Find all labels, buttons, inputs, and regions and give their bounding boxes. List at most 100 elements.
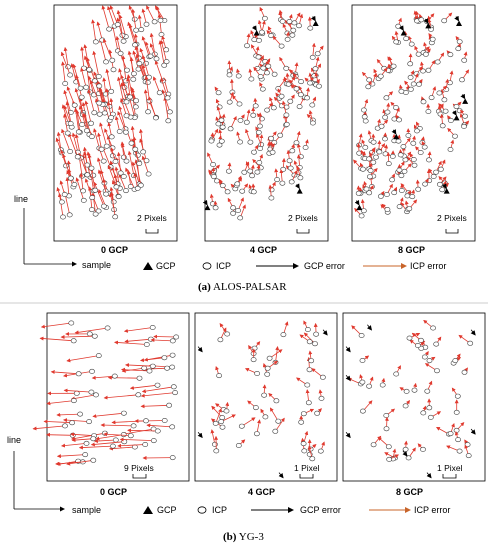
icp-marker (123, 158, 130, 164)
caption-b-letter: (b) (223, 531, 237, 543)
gcp-triangle-icon (143, 262, 153, 270)
icp-marker (128, 140, 135, 146)
icp-error-vector (134, 45, 140, 64)
icp-marker (251, 149, 257, 155)
icp-error-vector (73, 107, 80, 132)
legend-gcp-error-b: GCP error (300, 505, 341, 515)
icp-marker (386, 456, 393, 462)
icp-marker (270, 105, 277, 111)
icp-marker (74, 154, 81, 160)
icp-error-vector (118, 105, 126, 130)
icp-marker (61, 192, 68, 198)
icp-marker (410, 140, 417, 146)
icp-marker (152, 115, 159, 121)
icp-marker (283, 65, 290, 71)
icp-marker (69, 432, 76, 438)
icp-marker (286, 18, 293, 24)
icp-marker (91, 333, 98, 339)
icp-marker (383, 192, 390, 198)
icp-marker (461, 57, 468, 63)
icp-marker (434, 59, 441, 65)
icp-marker (101, 110, 108, 116)
icp-marker (251, 345, 258, 351)
icp-marker (286, 158, 293, 164)
icp-marker (59, 199, 65, 205)
icp-marker (237, 215, 244, 221)
gcp-error-vector (345, 346, 351, 353)
icp-marker (238, 423, 245, 429)
icp-marker (413, 71, 420, 77)
axis-indicator-b: line sample (7, 435, 101, 515)
gcp-error-vector (426, 472, 432, 479)
icp-marker (230, 205, 236, 211)
icp-error-vector (135, 53, 145, 79)
icp-marker (390, 63, 397, 69)
icp-error-vector (146, 5, 155, 22)
icp-marker (409, 194, 416, 200)
icp-marker (249, 173, 255, 179)
icp-error-vector (130, 125, 136, 150)
icp-marker (215, 90, 222, 96)
icp-marker (146, 368, 153, 374)
icp-error-vector (91, 375, 115, 380)
icp-error-vector (70, 63, 77, 82)
icp-error-vector (97, 132, 102, 150)
icp-marker (264, 107, 270, 113)
icp-error-vector (126, 170, 132, 187)
icp-marker (383, 426, 390, 432)
icp-marker (264, 371, 271, 377)
icp-marker (253, 431, 260, 437)
icp-marker (382, 114, 388, 120)
icp-marker (83, 440, 90, 446)
icp-marker (77, 411, 83, 417)
icp-error-vector (80, 46, 85, 69)
caption-a-text: ALOS-PALSAR (211, 281, 287, 293)
icp-error-vector (109, 5, 119, 25)
icp-marker (224, 189, 231, 195)
icp-marker (256, 160, 263, 166)
icp-marker (247, 168, 254, 174)
icp-marker (437, 111, 444, 117)
icp-error-vector (92, 412, 124, 419)
icp-marker (89, 368, 95, 374)
icp-marker (366, 174, 373, 180)
icp-marker (260, 65, 267, 71)
icp-marker (70, 338, 77, 344)
icp-error-vector (56, 454, 86, 459)
icp-error-vector (93, 181, 105, 207)
icp-marker (248, 76, 255, 82)
icp-marker (359, 357, 366, 363)
icp-marker (96, 111, 103, 117)
icp-marker (117, 170, 124, 176)
icp-marker (288, 179, 295, 185)
panel-title-a-1: 4 GCP (250, 245, 277, 255)
icp-marker (251, 37, 258, 43)
icp-marker (230, 210, 236, 216)
gcp-marker (296, 188, 303, 194)
icp-marker (298, 79, 304, 85)
gcp-error-vector (470, 329, 476, 336)
icp-marker (367, 168, 374, 174)
icp-error-vector (71, 132, 79, 153)
icp-error-vector (68, 132, 79, 157)
gcp-marker (453, 114, 460, 121)
icp-marker (379, 382, 386, 388)
legend-gcp-a: GCP (156, 261, 176, 271)
icp-marker (441, 97, 448, 103)
icp-marker (252, 103, 259, 109)
icp-marker (71, 398, 77, 404)
panel-title-a-0: 0 GCP (101, 245, 128, 255)
icp-marker (358, 213, 365, 219)
icp-marker (420, 446, 426, 452)
icp-marker (62, 81, 69, 87)
icp-marker (298, 419, 305, 425)
icp-error-vector (138, 128, 144, 152)
icp-error-vector (89, 79, 100, 104)
icp-marker (370, 442, 377, 448)
icp-marker (418, 337, 424, 343)
icp-error-vector (92, 50, 100, 77)
icp-error-vector (62, 113, 69, 134)
panel-a-8gcp (351, 4, 476, 242)
icp-marker (268, 195, 275, 201)
icp-marker (408, 41, 415, 47)
